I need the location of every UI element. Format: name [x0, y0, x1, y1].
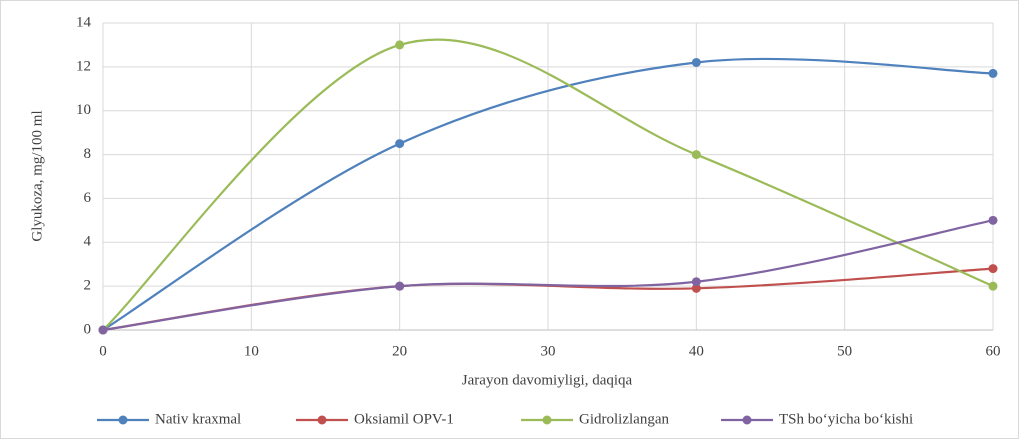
data-point: [691, 150, 701, 160]
x-tick-label: 30: [541, 343, 556, 359]
series-line: [102, 38, 994, 331]
data-point: [395, 40, 405, 50]
y-tick-label: 6: [84, 190, 92, 206]
legend-label: Oksiamil OPV-1: [354, 411, 454, 427]
legend-label: TSh bo‘yicha bo‘kishi: [779, 411, 913, 427]
data-point: [395, 281, 405, 291]
x-tick-label: 50: [837, 343, 852, 359]
legend-marker: [742, 415, 752, 425]
data-point: [988, 281, 998, 291]
y-tick-label: 12: [76, 58, 91, 74]
x-tick-label: 10: [244, 343, 259, 359]
legend-marker: [542, 415, 552, 425]
legend-label: Nativ kraxmal: [155, 411, 241, 427]
y-tick-label: 0: [84, 321, 92, 337]
data-point: [988, 264, 998, 274]
y-tick-label: 4: [84, 234, 92, 250]
legend-marker: [317, 415, 327, 425]
x-tick-label: 60: [986, 343, 1001, 359]
series-line: [102, 57, 994, 331]
series-line: [102, 219, 994, 332]
data-point: [691, 277, 701, 287]
x-axis-label: Jarayon davomiyligi, daqiqa: [462, 372, 633, 388]
y-tick-label: 8: [84, 146, 92, 162]
legend-marker: [118, 415, 128, 425]
y-tick-label: 14: [76, 14, 92, 30]
data-point: [988, 68, 998, 78]
data-point: [395, 139, 405, 149]
y-axis-label: Glyukoza, mg/100 ml: [29, 110, 45, 241]
y-tick-label: 2: [84, 278, 92, 294]
y-tick-label: 10: [76, 102, 91, 118]
x-tick-label: 0: [99, 343, 107, 359]
x-tick-label: 20: [392, 343, 407, 359]
data-point: [98, 325, 108, 335]
data-point: [691, 57, 701, 67]
x-tick-label: 40: [689, 343, 704, 359]
legend-label: Gidrolizlangan: [579, 411, 669, 427]
data-point: [988, 215, 998, 225]
data-point: [691, 283, 701, 293]
